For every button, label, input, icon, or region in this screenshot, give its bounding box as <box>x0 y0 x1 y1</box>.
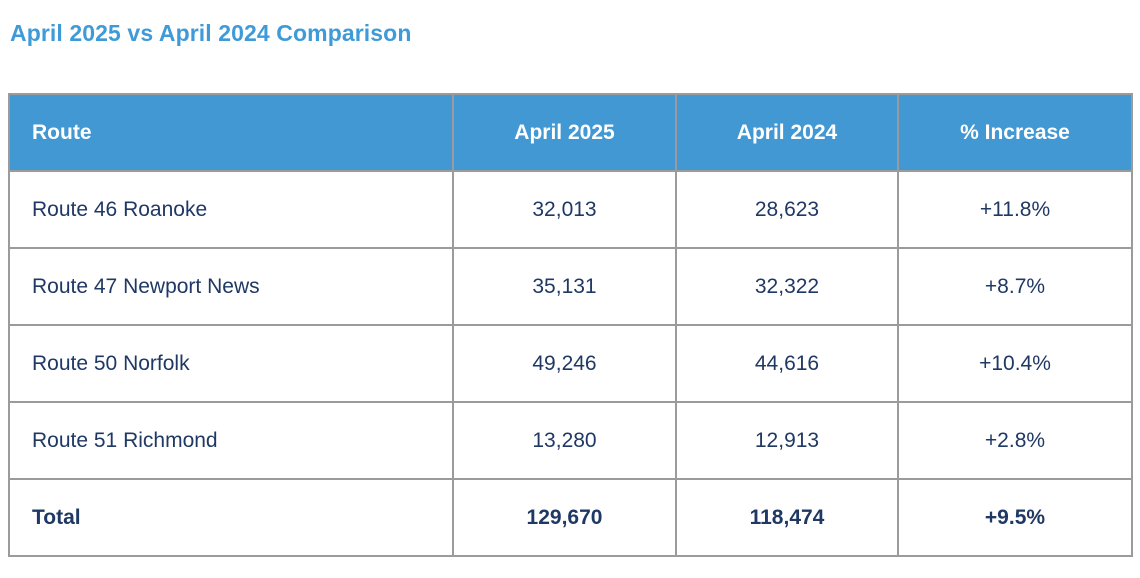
route-cell: Route 46 Roanoke <box>8 170 454 249</box>
april-2024-cell: 12,913 <box>675 401 899 480</box>
header-cell-route: Route <box>8 93 454 172</box>
total-percent-increase-cell: +9.5% <box>897 478 1133 557</box>
table-header-row: Route April 2025 April 2024 % Increase <box>8 93 1133 172</box>
route-cell: Route 47 Newport News <box>8 247 454 326</box>
table-total-row: Total 129,670 118,474 +9.5% <box>8 478 1133 557</box>
table-row: Route 47 Newport News 35,131 32,322 +8.7… <box>8 247 1133 326</box>
table-row: Route 46 Roanoke 32,013 28,623 +11.8% <box>8 170 1133 249</box>
comparison-table: Route April 2025 April 2024 % Increase R… <box>8 93 1133 557</box>
header-cell-percent-increase: % Increase <box>897 93 1133 172</box>
april-2025-cell: 13,280 <box>452 401 677 480</box>
april-2025-cell: 49,246 <box>452 324 677 403</box>
percent-increase-cell: +11.8% <box>897 170 1133 249</box>
percent-increase-cell: +10.4% <box>897 324 1133 403</box>
april-2025-cell: 32,013 <box>452 170 677 249</box>
page-title: April 2025 vs April 2024 Comparison <box>10 20 412 46</box>
percent-increase-cell: +8.7% <box>897 247 1133 326</box>
table-row: Route 51 Richmond 13,280 12,913 +2.8% <box>8 401 1133 480</box>
route-cell: Route 50 Norfolk <box>8 324 454 403</box>
header-cell-april-2024: April 2024 <box>675 93 899 172</box>
route-cell: Route 51 Richmond <box>8 401 454 480</box>
total-april-2024-cell: 118,474 <box>675 478 899 557</box>
april-2024-cell: 28,623 <box>675 170 899 249</box>
total-april-2025-cell: 129,670 <box>452 478 677 557</box>
april-2024-cell: 44,616 <box>675 324 899 403</box>
total-label-cell: Total <box>8 478 454 557</box>
april-2025-cell: 35,131 <box>452 247 677 326</box>
table-row: Route 50 Norfolk 49,246 44,616 +10.4% <box>8 324 1133 403</box>
percent-increase-cell: +2.8% <box>897 401 1133 480</box>
april-2024-cell: 32,322 <box>675 247 899 326</box>
header-cell-april-2025: April 2025 <box>452 93 677 172</box>
